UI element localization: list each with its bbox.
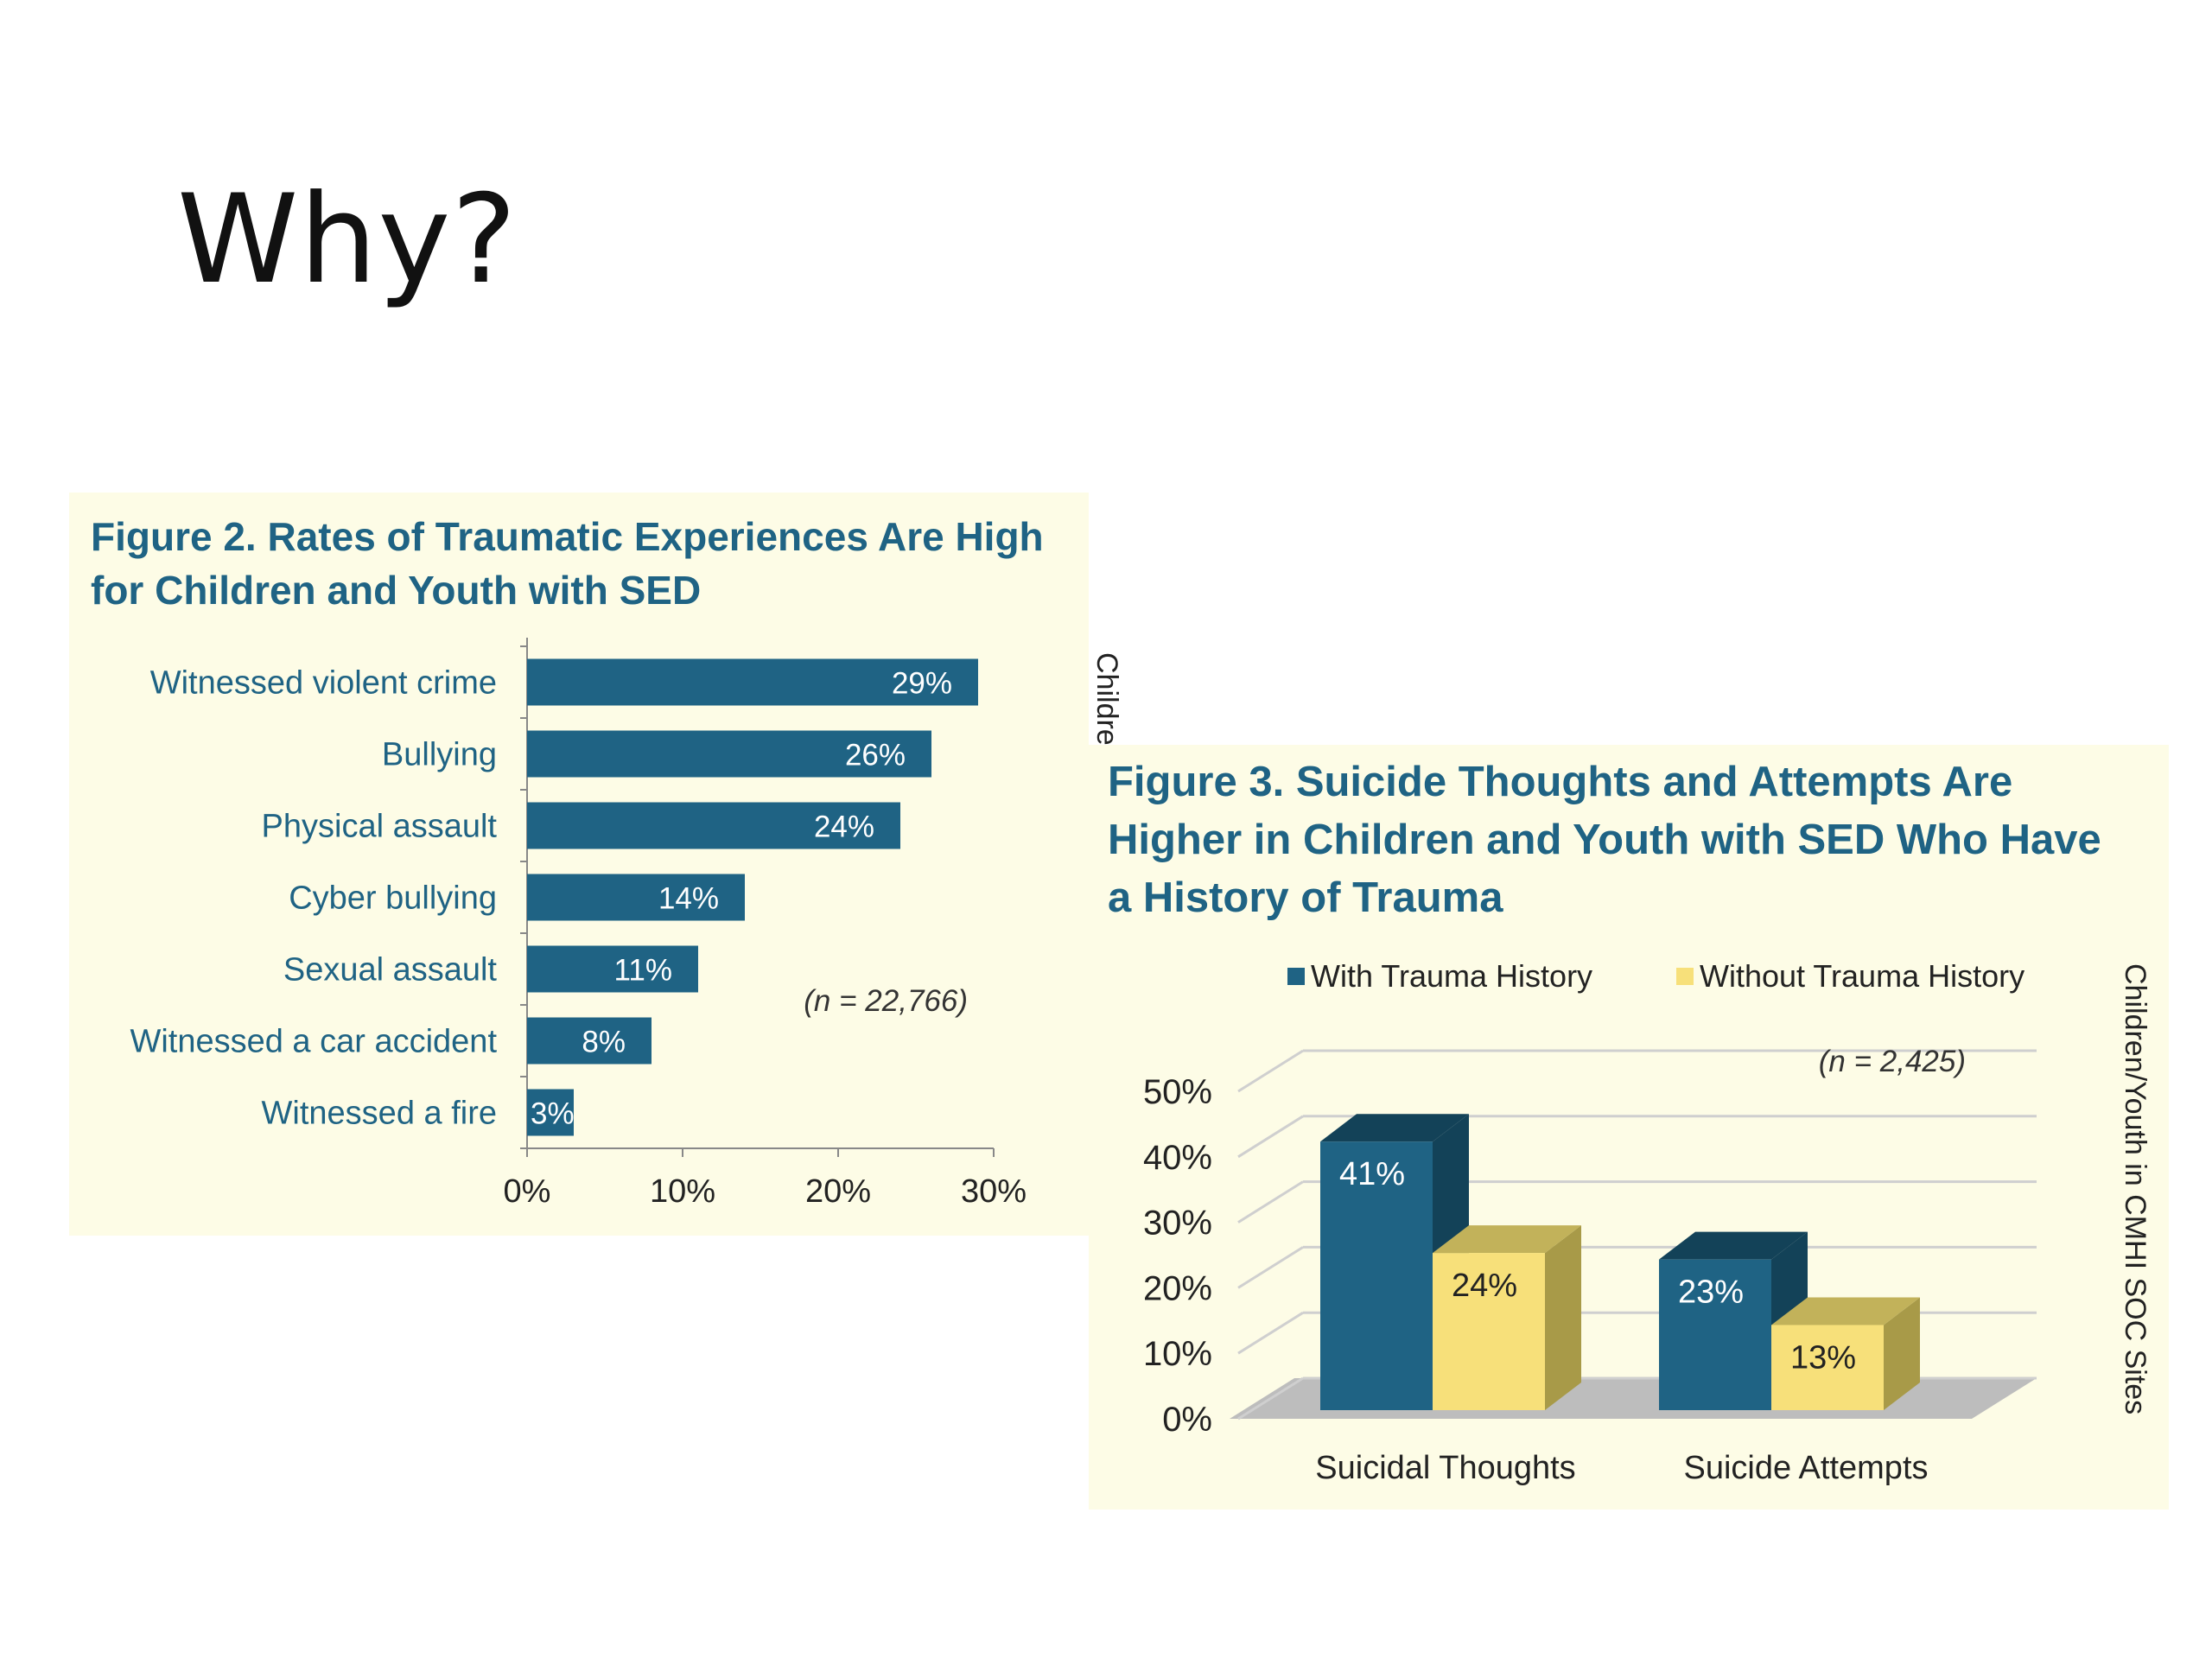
data-label: 23% (1678, 1274, 1744, 1311)
category-label: Witnessed a fire (262, 1096, 497, 1132)
figure-3-title-line-2: Higher in Children and Youth with SED Wh… (1108, 817, 2101, 863)
data-label: 24% (1452, 1268, 1517, 1304)
y-tick-label: 0% (1162, 1401, 1212, 1439)
figure-3-title: Figure 3. Suicide Thoughts and Attempts … (1108, 753, 2162, 927)
figure-3-sample-size: (n = 2,425) (1819, 1045, 1966, 1078)
legend-label: Without Trauma History (1700, 958, 2024, 994)
category-label: Physical assault (262, 809, 498, 845)
y-tick-label: 20% (1143, 1269, 1212, 1307)
figure-2-panel: Figure 2. Rates of Traumatic Experiences… (69, 493, 1123, 1236)
data-label: 29% (892, 667, 952, 701)
bar (1320, 1141, 1433, 1410)
category-label: Sexual assault (283, 952, 498, 988)
y-tick-label: 30% (1143, 1205, 1212, 1243)
gridline-side (1237, 1246, 1304, 1289)
figure-2-title-line-1: Figure 2. Rates of Traumatic Experiences… (91, 514, 1044, 559)
data-label: 11% (614, 954, 672, 988)
y-tick-label: 10% (1143, 1335, 1212, 1373)
legend-swatch (1287, 968, 1305, 985)
bar (1771, 1325, 1884, 1410)
gridline-side (1237, 1376, 1304, 1421)
data-label: 3% (531, 1097, 575, 1131)
figure-3-panel: Figure 3. Suicide Thoughts and Attempts … (1089, 745, 2169, 1510)
bar (527, 1089, 574, 1136)
figure-2-sample-size: (n = 22,766) (804, 984, 968, 1018)
category-label: Cyber bullying (289, 880, 497, 917)
figure-2-title: Figure 2. Rates of Traumatic Experiences… (91, 510, 1084, 617)
data-label: 14% (658, 882, 719, 916)
bar-side (1545, 1225, 1581, 1410)
category-label: Suicidal Thoughts (1315, 1450, 1575, 1486)
y-tick-label: 40% (1143, 1139, 1212, 1177)
figure-2-chart: 0% 10% 20% 30% Witnessed violent crime 29% Bul… (130, 638, 1027, 1210)
legend-swatch (1676, 968, 1694, 985)
x-tick-label: 10% (650, 1173, 715, 1210)
gridline-side (1237, 1180, 1304, 1224)
data-label: 26% (845, 739, 906, 772)
data-label: 13% (1790, 1339, 1856, 1376)
x-tick-label: 30% (961, 1173, 1027, 1210)
gridline-side (1237, 1311, 1304, 1355)
figure-3-chart: With Trauma History Without Trauma Histor… (1143, 958, 2037, 1486)
figure-3-title-line-3: a History of Trauma (1108, 874, 1503, 921)
slide-title: Why? (177, 168, 518, 311)
data-label: 8% (582, 1026, 626, 1059)
category-label: Bullying (382, 737, 497, 773)
legend-label: With Trauma History (1311, 958, 1592, 994)
category-label: Witnessed violent crime (150, 665, 497, 702)
category-label: Suicide Attempts (1683, 1450, 1928, 1486)
legend: With Trauma History Without Trauma Histor… (1287, 958, 2024, 994)
gridline-side (1237, 1115, 1304, 1159)
bar (527, 874, 745, 921)
x-tick-label: 0% (504, 1173, 551, 1210)
x-tick-label: 20% (805, 1173, 871, 1210)
category-label: Witnessed a car accident (130, 1024, 497, 1060)
bar (527, 730, 931, 778)
bar (527, 658, 978, 706)
bar (1659, 1259, 1771, 1410)
bar-top (1320, 1114, 1469, 1142)
bar-top (1771, 1297, 1920, 1325)
figure-3-side-label: Children/Youth in CMHI SOC Sites (2119, 963, 2152, 1415)
data-label: 41% (1339, 1156, 1405, 1192)
figure-2-title-line-2: for Children and Youth with SED (91, 568, 702, 613)
bar (1433, 1253, 1545, 1410)
figure-3-title-line-1: Figure 3. Suicide Thoughts and Attempts … (1108, 759, 2013, 805)
gridline-side (1237, 1049, 1304, 1093)
bar (527, 1017, 652, 1065)
bar (527, 802, 900, 849)
bar (527, 945, 698, 993)
bar-side (1884, 1297, 1920, 1410)
y-tick-label: 50% (1143, 1073, 1212, 1111)
bar-top (1433, 1225, 1581, 1254)
bar-top (1659, 1231, 1808, 1260)
data-label: 24% (814, 810, 874, 844)
